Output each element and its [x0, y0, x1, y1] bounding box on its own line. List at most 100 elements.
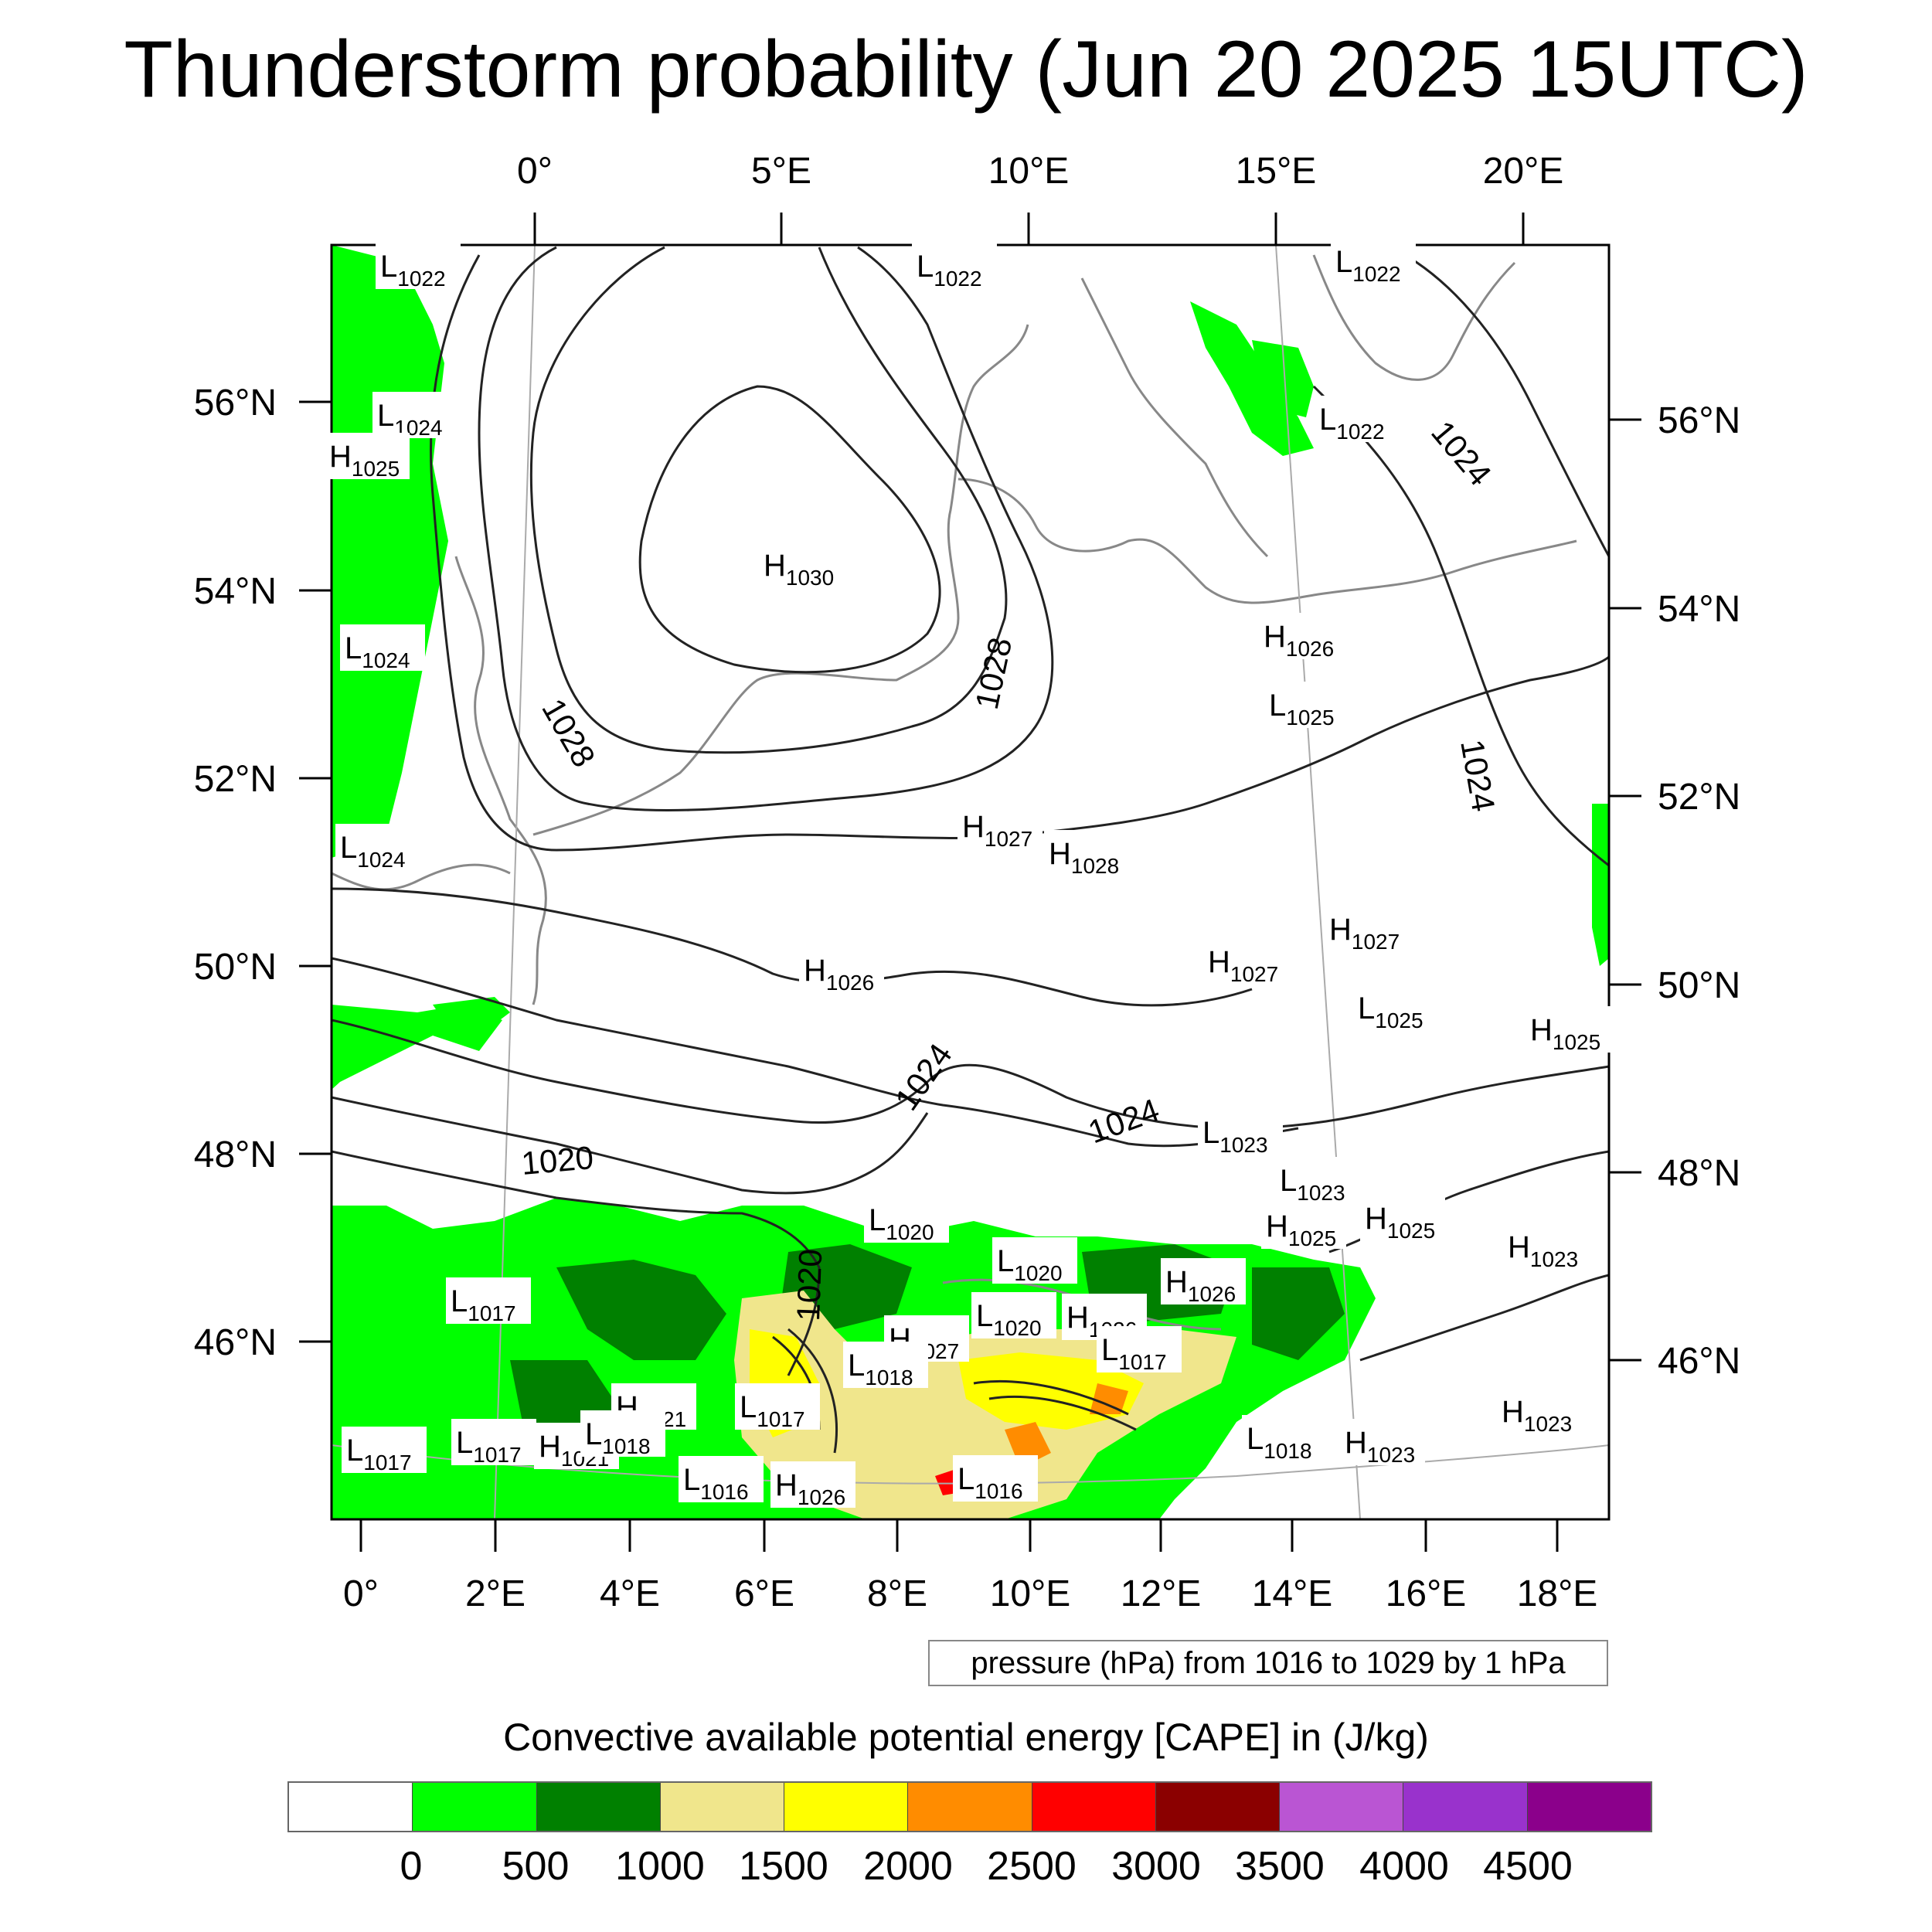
low-pressure-label: L1023: [1198, 1109, 1283, 1157]
pressure-label-letter: L: [1202, 1116, 1219, 1150]
isobar-1027: [430, 254, 1609, 852]
cape-region-north-east: [1190, 301, 1314, 456]
isobar-1028-a: [529, 246, 1008, 754]
pressure-label-text: H1027: [1329, 913, 1400, 954]
low-pressure-label: L1024: [372, 392, 457, 440]
isobar-label: 1020: [790, 1248, 828, 1321]
pressure-label-letter: H: [539, 1430, 561, 1464]
pressure-label-letter: L: [957, 1462, 975, 1496]
left-ticks: [299, 400, 332, 1343]
pressure-label-value: 1017: [468, 1301, 515, 1325]
low-pressure-label: L1024: [335, 824, 420, 872]
pressure-label-text: H1025: [1266, 1209, 1336, 1250]
pressure-label-text: L1016: [957, 1462, 1023, 1503]
pressure-label-background: [679, 1456, 764, 1502]
isobar-1030: [638, 385, 941, 674]
isobar-south-dense: [772, 1328, 1137, 1454]
pressure-label-background: [325, 433, 410, 479]
cape-region-central: [433, 997, 510, 1036]
colorbar-label: 2000: [863, 1844, 953, 1889]
pressure-label-background: [1275, 1157, 1360, 1203]
pressure-label-letter: H: [764, 549, 786, 583]
map-title: Thunderstorm probability (Jun 20 2025 15…: [124, 25, 1808, 114]
pressure-label-background: [770, 1461, 855, 1508]
bottom-tick-label: 18°E: [1517, 1573, 1598, 1614]
top-tick-label: 10°E: [988, 151, 1070, 192]
high-pressure-label: H1027: [1203, 938, 1288, 986]
pressure-label-background: [1203, 938, 1288, 985]
pressure-label-value: 1023: [1297, 1181, 1345, 1205]
pressure-label-background: [372, 392, 457, 438]
colorbar-title: Convective available potential energy [C…: [503, 1716, 1429, 1759]
pressure-label-text: H1023: [1345, 1426, 1415, 1467]
cape-region-north-east-2: [1252, 340, 1314, 417]
pressure-label-background: [335, 824, 420, 870]
pressure-label-background: [759, 542, 844, 588]
pressure-label-value: 1023: [1530, 1247, 1578, 1271]
right-tick-label: 52°N: [1658, 777, 1740, 818]
pressure-label-letter: H: [1530, 1013, 1553, 1047]
colorbar-label: 1500: [739, 1844, 828, 1889]
pressure-label-value: 1020: [993, 1316, 1041, 1340]
high-pressure-label: H1025: [1526, 1006, 1611, 1054]
pressure-label-value: 1028: [1071, 854, 1119, 878]
right-tick-label: 54°N: [1658, 589, 1740, 630]
pressure-label-background: [1325, 906, 1410, 952]
top-tick-label: 0°: [517, 151, 553, 192]
bottom-tick-label: 14°E: [1252, 1573, 1333, 1614]
colorbar-segment: [413, 1783, 537, 1831]
pressure-label-letter: H: [1049, 837, 1071, 871]
colorbar-label: 500: [502, 1844, 570, 1889]
isobar-1020: [332, 1150, 821, 1376]
left-tick-label: 46°N: [194, 1322, 277, 1363]
colorbar-segment: [289, 1783, 413, 1831]
pressure-label-value: 1027: [1230, 962, 1278, 986]
pressure-label-letter: L: [1335, 245, 1352, 279]
pressure-label-background: [1259, 613, 1344, 659]
low-pressure-label: L1022: [376, 243, 461, 291]
low-pressure-label: L1018: [580, 1410, 665, 1458]
pressure-label-background: [1497, 1388, 1582, 1434]
low-pressure-label: L1023: [1275, 1157, 1360, 1205]
pressure-label-text: L1024: [340, 831, 406, 872]
pressure-label-background: [376, 243, 461, 289]
pressure-label-letter: L: [346, 1434, 363, 1468]
high-pressure-label: H1023: [1497, 1388, 1582, 1436]
pressure-label-background: [1315, 396, 1400, 442]
pressure-label-letter: H: [1508, 1230, 1530, 1264]
pressure-label-text: H1028: [1049, 837, 1119, 878]
isobar-1024-east-b: [1312, 385, 1609, 867]
pressure-label-background: [1340, 1419, 1425, 1465]
pressure-label-text: L1017: [1101, 1333, 1167, 1374]
pressure-label-value: 1025: [1288, 1226, 1336, 1250]
low-pressure-label: L1018: [1242, 1415, 1327, 1463]
pressure-label-letter: L: [1101, 1333, 1118, 1367]
pressure-label-letter: L: [380, 250, 397, 284]
pressure-label-value: 1018: [1264, 1439, 1311, 1463]
pressure-label-text: H1030: [764, 549, 834, 590]
pressure-label-letter: H: [1165, 1265, 1188, 1299]
bottom-axis: 0° 2°E 4°E 6°E 8°E 10°E 12°E 14°E 16°E 1…: [343, 1573, 1597, 1614]
pressure-label-letter: L: [1319, 403, 1336, 437]
right-tick-label: 50°N: [1658, 965, 1740, 1006]
high-pressure-label: H1030: [759, 542, 844, 590]
pressure-label-background: [735, 1383, 820, 1430]
pressure-label-letter: L: [345, 631, 362, 665]
low-pressure-label: L1020: [864, 1196, 949, 1244]
left-axis: 56°N 54°N 52°N 50°N 48°N 46°N: [194, 383, 277, 1363]
pressure-label-text: H1025: [1530, 1013, 1600, 1054]
bottom-tick-label: 10°E: [990, 1573, 1071, 1614]
pressure-label-text: H1026: [1264, 620, 1334, 661]
pressure-label-letter: L: [1269, 689, 1286, 723]
pressure-label-value: 1016: [700, 1480, 748, 1504]
low-pressure-label: L1017: [446, 1277, 531, 1325]
right-tick-label: 48°N: [1658, 1153, 1740, 1194]
pressure-label-value: 1025: [1375, 1009, 1423, 1032]
high-pressure-label: H1027: [1325, 906, 1410, 954]
colorbar-segment: [660, 1783, 785, 1831]
cape-dark-region-4: [1252, 1267, 1345, 1360]
pressure-label-background: [1353, 985, 1438, 1031]
bottom-tick-label: 6°E: [734, 1573, 794, 1614]
pressure-label-text: L1022: [1335, 245, 1401, 286]
left-tick-label: 52°N: [194, 759, 277, 800]
